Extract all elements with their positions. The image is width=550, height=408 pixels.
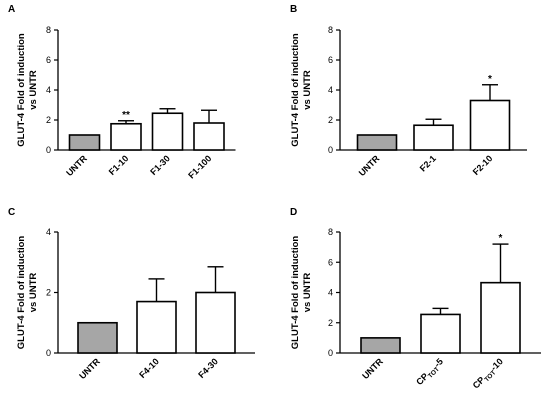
y-axis-label: GLUT-4 Fold of induction <box>290 33 301 147</box>
bar <box>77 321 118 354</box>
y-tick-label: 8 <box>46 25 51 35</box>
y-tick-label: 4 <box>328 288 333 298</box>
bar <box>360 337 401 354</box>
x-tick-label: F4-10 <box>137 356 161 380</box>
y-tick-label: 2 <box>328 115 333 125</box>
panel-b: B GLUT-4 Fold of induction vs UNTR 0 2 4 6 8 UNT… <box>290 4 527 178</box>
y-tick-label: 8 <box>328 227 333 237</box>
significance-label: * <box>499 233 503 244</box>
bar <box>136 300 177 354</box>
bar <box>413 124 454 151</box>
y-axis-label: vs UNTR <box>302 273 313 313</box>
panel-d: D GLUT-4 Fold of induction vs UNTR 0 2 4 6 8 UNT… <box>290 207 541 392</box>
y-tick-label: 6 <box>328 55 333 65</box>
x-tick-label: CPTOT-5 <box>414 356 446 388</box>
x-tick-label: UNTR <box>360 356 385 381</box>
panel-letter: A <box>8 4 15 15</box>
bar <box>469 99 511 151</box>
bar <box>480 281 521 354</box>
x-tick-label: F2-10 <box>471 153 495 177</box>
y-tick-label: 0 <box>46 348 51 358</box>
bar <box>193 122 225 151</box>
y-tick-label: 2 <box>46 288 51 298</box>
y-tick-label: 2 <box>328 318 333 328</box>
y-tick-label: 4 <box>328 85 333 95</box>
x-tick-label: F2-1 <box>418 153 438 173</box>
y-tick-label: 0 <box>328 145 333 155</box>
significance-label: * <box>488 74 492 85</box>
y-tick-label: 0 <box>328 348 333 358</box>
y-axis-label: GLUT-4 Fold of induction <box>16 33 27 147</box>
panel-letter: D <box>290 207 297 218</box>
y-tick-label: 8 <box>328 25 333 35</box>
x-tick-label: CPTOT-10 <box>471 356 507 392</box>
y-axis-label: vs UNTR <box>28 273 39 313</box>
y-axis-label: GLUT-4 Fold of induction <box>290 236 301 350</box>
bar <box>195 291 236 354</box>
x-tick-label: UNTR <box>77 356 102 381</box>
y-tick-label: 2 <box>46 115 51 125</box>
x-tick-label: F1-10 <box>107 153 131 177</box>
y-axis-label: GLUT-4 Fold of induction <box>16 236 27 350</box>
panel-a: A GLUT-4 Fold of induction vs UNTR 0 2 4 6 8 UNT… <box>8 4 236 181</box>
y-tick-label: 0 <box>46 145 51 155</box>
y-tick-label: 6 <box>328 257 333 267</box>
x-tick-label: UNTR <box>357 153 382 178</box>
significance-label: ** <box>122 110 130 121</box>
bar <box>110 122 142 151</box>
x-tick-label: F1-100 <box>186 153 213 180</box>
bar <box>420 313 461 354</box>
y-tick-label: 4 <box>46 227 51 237</box>
x-tick-label: UNTR <box>64 153 89 178</box>
panel-c: C GLUT-4 Fold of induction vs UNTR 0 2 4 UNTR F… <box>8 207 255 381</box>
y-tick-label: 6 <box>46 55 51 65</box>
bar <box>356 134 398 151</box>
y-axis-label: vs UNTR <box>302 70 313 110</box>
y-tick-label: 4 <box>46 85 51 95</box>
bar <box>68 134 101 151</box>
bar <box>151 112 184 151</box>
panel-letter: B <box>290 4 297 15</box>
y-axis-label: vs UNTR <box>28 70 39 110</box>
x-tick-label: F4-30 <box>196 356 220 380</box>
panel-letter: C <box>8 207 15 218</box>
x-tick-label: F1-30 <box>148 153 172 177</box>
